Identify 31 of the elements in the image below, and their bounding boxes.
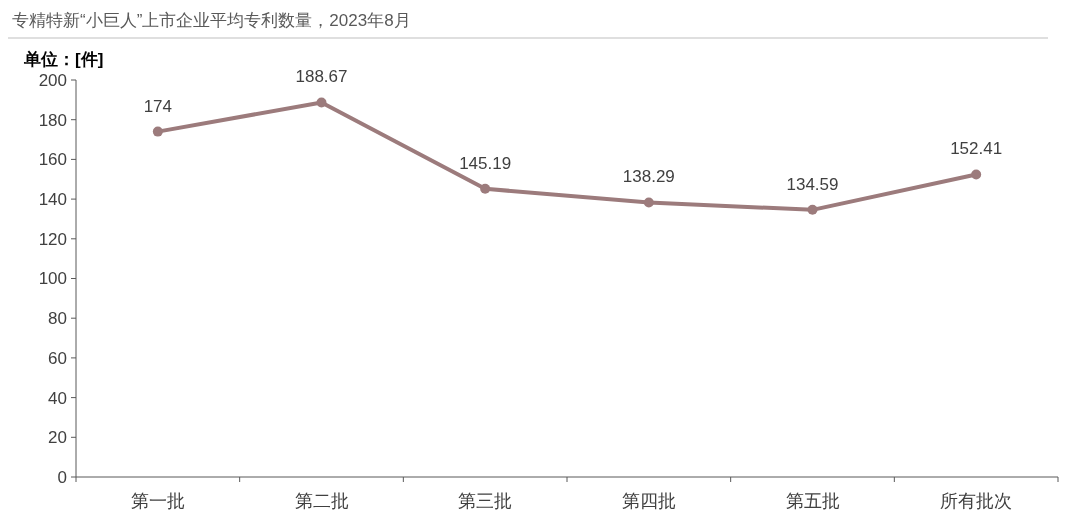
x-tick-label: 第三批 <box>458 491 513 511</box>
data-label: 152.41 <box>950 139 1003 159</box>
point <box>480 183 491 194</box>
y-tick-label: 80 <box>48 309 67 329</box>
x-tick-label: 第四批 <box>621 491 676 511</box>
x-tick-label: 所有批次 <box>940 491 1013 511</box>
data-label: 145.19 <box>459 153 512 173</box>
y-tick-label: 120 <box>38 229 67 249</box>
y-tick-label: 180 <box>38 110 67 130</box>
point <box>152 126 163 137</box>
chart-title: 专精特新“小巨人”上市企业平均专利数量，2023年8月 <box>12 11 411 30</box>
data-label: 188.67 <box>295 67 348 87</box>
y-tick-label: 200 <box>38 70 67 90</box>
y-axis-title: 单位：[件] <box>23 50 104 69</box>
x-tick-label: 第一批 <box>130 491 185 511</box>
data-label: 174 <box>143 96 173 116</box>
data-label: 138.29 <box>622 167 675 187</box>
y-tick-label: 60 <box>48 348 67 368</box>
point <box>807 204 818 215</box>
x-tick-label: 第五批 <box>785 491 840 511</box>
point <box>316 97 327 108</box>
y-tick-label: 0 <box>57 467 67 487</box>
x-tick-label: 第二批 <box>294 491 349 511</box>
y-tick-label: 40 <box>48 388 67 408</box>
y-tick-label: 140 <box>38 190 67 210</box>
y-tick-label: 160 <box>38 150 67 170</box>
data-label: 134.59 <box>786 174 839 194</box>
y-tick-label: 20 <box>48 428 67 448</box>
y-tick-label: 100 <box>38 269 67 289</box>
point <box>971 169 982 180</box>
point <box>643 197 654 208</box>
